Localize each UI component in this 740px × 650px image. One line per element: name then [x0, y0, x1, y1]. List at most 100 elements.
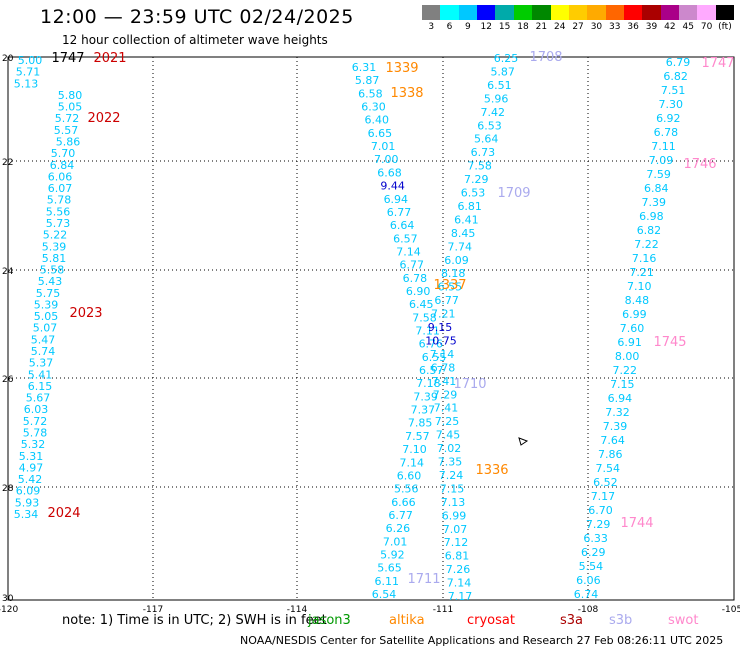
wave-height-value: 5.31 — [19, 450, 44, 463]
satellite-legend-s3a: s3a — [560, 613, 584, 628]
wave-height-value: 8.48 — [625, 294, 650, 307]
wave-height-value: 8.45 — [451, 227, 476, 240]
wave-height-value: 4.97 — [19, 461, 44, 474]
map-subtitle: 12 hour collection of altimeter wave hei… — [62, 33, 328, 47]
pass-id-label: 1709 — [497, 186, 530, 201]
wave-height-value: 6.55 — [438, 281, 463, 294]
satellite-legend-jason3: jason3 — [308, 613, 351, 628]
wave-height-value: 5.54 — [579, 560, 604, 573]
wave-height-value: 6.99 — [622, 308, 647, 321]
wave-height-value: 7.86 — [598, 448, 623, 461]
wave-height-value: 7.14 — [396, 245, 421, 258]
color-swatch — [660, 5, 680, 20]
wave-height-value: 7.42 — [481, 106, 506, 119]
color-scale-swatches — [422, 5, 735, 20]
wave-height-value: 5.96 — [484, 92, 509, 105]
wave-height-value: 5.72 — [55, 112, 80, 125]
wave-height-value: 6.25 — [494, 52, 519, 65]
wave-height-value: 9.44 — [380, 180, 405, 193]
wave-height-value: 6.81 — [445, 550, 470, 563]
wave-height-value: 7.16 — [632, 252, 657, 265]
wave-height-value: 6.91 — [617, 336, 642, 349]
wave-height-value: 6.94 — [384, 193, 409, 206]
wave-height-value: 6.31 — [352, 61, 377, 74]
pass-id-label: 1336 — [475, 463, 508, 478]
color-scale-label: 45 — [682, 22, 694, 32]
wave-height-value: 6.77 — [388, 509, 413, 522]
wave-height-value: 6.55 — [422, 351, 447, 364]
wave-height-value: 9.15 — [428, 321, 453, 334]
pass-id-label: 1744 — [620, 516, 653, 531]
wave-height-value: 7.35 — [438, 456, 463, 469]
wave-height-value: 6.06 — [576, 574, 601, 587]
wave-height-value: 5.58 — [40, 264, 65, 277]
wave-height-value: 7.14 — [447, 577, 472, 590]
pass-id-label: 1337 — [433, 278, 466, 293]
wave-height-value: 5.41 — [28, 368, 53, 381]
footer-credit: NOAA/NESDIS Center for Satellite Applica… — [240, 634, 724, 647]
wave-height-value: 6.79 — [666, 56, 691, 69]
wave-height-value: 6.65 — [368, 127, 393, 140]
wave-height-value: 6.68 — [377, 166, 402, 179]
color-swatch — [477, 5, 496, 20]
wave-height-value: 6.30 — [361, 101, 386, 114]
pass-id-label: 1747 — [51, 51, 84, 66]
wave-height-value: 7.39 — [603, 420, 628, 433]
color-scale-label: 15 — [498, 22, 511, 32]
wave-height-value: 6.77 — [399, 259, 424, 272]
wave-height-value: 7.21 — [431, 308, 456, 321]
wave-height-value: 5.73 — [46, 217, 71, 230]
wave-height-value: 5.05 — [58, 101, 83, 114]
color-swatch — [642, 5, 661, 20]
wave-height-value: 7.30 — [658, 98, 683, 111]
wave-height-value: 7.17 — [591, 490, 616, 503]
wave-height-value: 5.86 — [56, 135, 81, 148]
wave-height-value: 5.92 — [380, 548, 405, 561]
color-scale-label: (ft) — [718, 22, 732, 32]
wave-height-value: 6.53 — [461, 187, 486, 200]
pass-id-label: 2022 — [87, 111, 120, 126]
wave-height-value: 5.37 — [29, 357, 54, 370]
lon-tick-label: -108 — [578, 605, 599, 615]
wave-height-value: 5.75 — [36, 287, 61, 300]
lat-tick-label: 22 — [2, 158, 13, 168]
pass-id-label: 1339 — [385, 61, 418, 76]
map-title: 12:00 — 23:59 UTC 02/24/2025 — [40, 6, 354, 28]
wave-height-value: 7.14 — [430, 348, 455, 361]
wave-height-value: 5.93 — [15, 496, 40, 509]
color-swatch — [679, 5, 698, 20]
wave-height-value: 7.01 — [383, 535, 408, 548]
wave-height-value: 5.07 — [33, 322, 58, 335]
wave-height-value: 5.78 — [47, 194, 72, 207]
wave-height-value: 7.10 — [402, 443, 427, 456]
lat-tick-label: 20 — [2, 54, 14, 64]
wave-height-value: 7.41 — [434, 402, 459, 415]
wave-height-value: 5.13 — [14, 77, 39, 90]
wave-height-value: 6.73 — [471, 146, 496, 159]
wave-height-value: 6.29 — [581, 546, 606, 559]
wave-height-value: 10.75 — [425, 334, 457, 347]
wave-height-value: 5.87 — [355, 74, 380, 87]
pass-id-label: 1746 — [683, 157, 716, 172]
wave-height-value: 8.00 — [615, 350, 640, 363]
color-scale-label: 39 — [645, 22, 658, 32]
wave-height-value: 5.67 — [26, 392, 51, 405]
wave-height-value: 6.09 — [16, 485, 41, 498]
wave-height-value: 7.24 — [439, 469, 464, 482]
lon-tick-label: -120 — [0, 605, 18, 615]
color-scale-label: 42 — [664, 22, 676, 32]
color-swatch — [550, 5, 569, 20]
lat-tick-label: 28 — [2, 484, 14, 494]
wave-height-value: 6.57 — [393, 232, 418, 245]
pass-id-label: 1711 — [407, 572, 440, 587]
color-swatch — [715, 5, 735, 20]
satellite-legend-swot: swot — [668, 613, 699, 628]
wave-height-value: 5.39 — [42, 240, 67, 253]
wave-height-value: 7.29 — [586, 518, 611, 531]
color-scale-label: 70 — [700, 22, 713, 32]
color-scale-label: 21 — [535, 22, 548, 32]
satellite-legend-cryosat: cryosat — [467, 613, 515, 628]
wave-height-value: 6.76 — [419, 338, 444, 351]
color-scale-label: 24 — [553, 22, 566, 32]
